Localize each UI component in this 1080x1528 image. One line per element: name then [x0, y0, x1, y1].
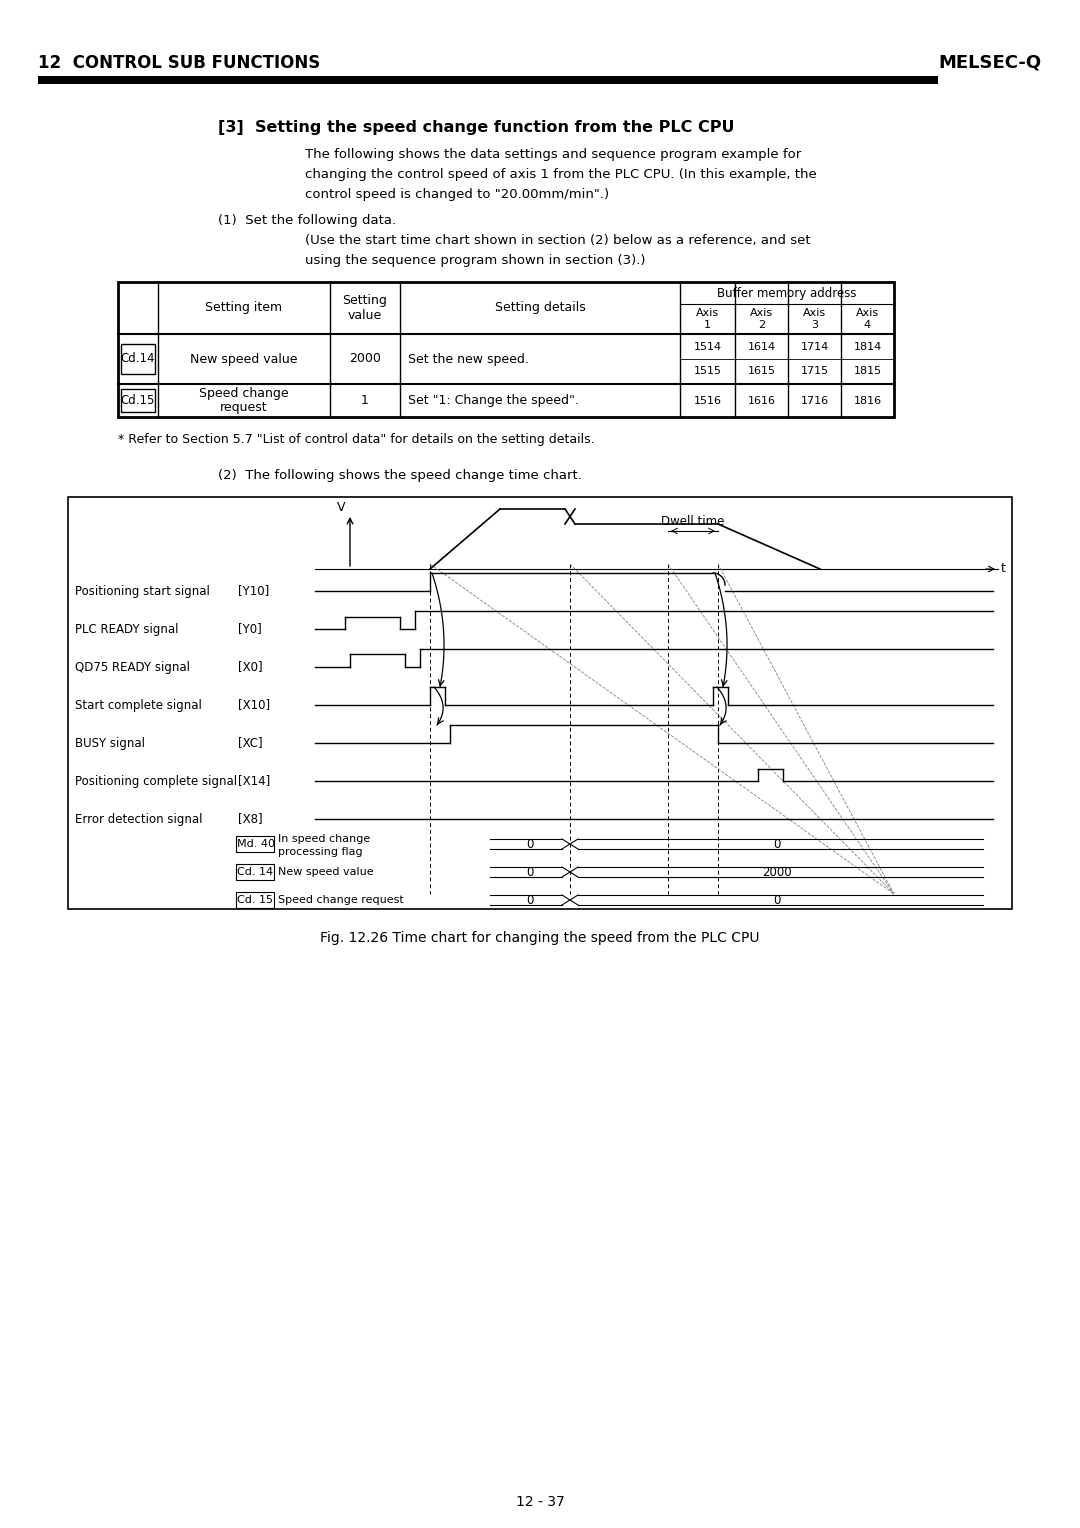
Text: Axis
1: Axis 1 — [696, 309, 719, 330]
Text: Axis
3: Axis 3 — [802, 309, 826, 330]
Text: 0: 0 — [526, 894, 534, 906]
Text: (Use the start time chart shown in section (2) below as a reference, and set: (Use the start time chart shown in secti… — [305, 234, 811, 248]
Text: 1715: 1715 — [800, 367, 828, 376]
Text: 1814: 1814 — [853, 341, 881, 351]
Bar — [38, 76, 939, 84]
Text: 2000: 2000 — [349, 353, 381, 365]
Text: New speed value: New speed value — [190, 353, 298, 365]
Text: Speed change
request: Speed change request — [199, 387, 288, 414]
Text: Dwell time: Dwell time — [661, 515, 725, 529]
Text: [XC]: [XC] — [238, 736, 262, 750]
Text: 1716: 1716 — [800, 396, 828, 405]
Text: [Y10]: [Y10] — [238, 585, 269, 597]
Text: The following shows the data settings and sequence program example for: The following shows the data settings an… — [305, 148, 801, 160]
Text: Cd.14: Cd.14 — [121, 353, 156, 365]
Text: 1614: 1614 — [747, 341, 775, 351]
Text: Positioning start signal: Positioning start signal — [75, 585, 210, 597]
Bar — [237, 892, 274, 908]
Text: Md. 40: Md. 40 — [237, 839, 275, 850]
Text: using the sequence program shown in section (3).): using the sequence program shown in sect… — [305, 254, 646, 267]
Text: 1: 1 — [361, 394, 369, 406]
Text: 1514: 1514 — [693, 341, 721, 351]
Text: V: V — [337, 501, 345, 513]
Text: PLC READY signal: PLC READY signal — [75, 622, 178, 636]
Text: changing the control speed of axis 1 from the PLC CPU. (In this example, the: changing the control speed of axis 1 fro… — [305, 168, 816, 180]
Text: 0: 0 — [773, 894, 780, 906]
Text: control speed is changed to "20.00mm/min".): control speed is changed to "20.00mm/min… — [305, 188, 609, 202]
Text: Fig. 12.26 Time chart for changing the speed from the PLC CPU: Fig. 12.26 Time chart for changing the s… — [321, 931, 759, 944]
Text: Set "1: Change the speed".: Set "1: Change the speed". — [408, 394, 579, 406]
Text: Cd. 15: Cd. 15 — [237, 895, 273, 905]
Text: Buffer memory address: Buffer memory address — [717, 287, 856, 299]
Text: BUSY signal: BUSY signal — [75, 736, 145, 750]
Text: 1616: 1616 — [747, 396, 775, 405]
Text: (1)  Set the following data.: (1) Set the following data. — [218, 214, 396, 228]
Text: Setting
value: Setting value — [342, 293, 388, 322]
Text: Error detection signal: Error detection signal — [75, 813, 203, 825]
Text: 0: 0 — [773, 837, 780, 851]
Text: Setting item: Setting item — [205, 301, 283, 315]
Bar — [118, 283, 894, 417]
Text: [3]  Setting the speed change function from the PLC CPU: [3] Setting the speed change function fr… — [218, 121, 734, 134]
Bar — [121, 344, 156, 374]
Text: [X0]: [X0] — [238, 660, 262, 674]
Text: New speed value: New speed value — [278, 866, 374, 877]
Bar — [68, 497, 1012, 909]
Text: In speed change: In speed change — [278, 834, 370, 843]
Text: 1615: 1615 — [747, 367, 775, 376]
Text: QD75 READY signal: QD75 READY signal — [75, 660, 190, 674]
Text: (2)  The following shows the speed change time chart.: (2) The following shows the speed change… — [218, 469, 582, 481]
Text: 1816: 1816 — [853, 396, 881, 405]
Text: t: t — [1001, 562, 1005, 576]
Text: Speed change request: Speed change request — [278, 895, 404, 905]
Text: processing flag: processing flag — [278, 847, 363, 857]
Text: * Refer to Section 5.7 "List of control data" for details on the setting details: * Refer to Section 5.7 "List of control … — [118, 432, 595, 446]
Text: [X8]: [X8] — [238, 813, 262, 825]
Text: Setting details: Setting details — [495, 301, 585, 315]
Text: Axis
4: Axis 4 — [856, 309, 879, 330]
Text: [X10]: [X10] — [238, 698, 270, 712]
Text: 0: 0 — [526, 837, 534, 851]
Text: 12  CONTROL SUB FUNCTIONS: 12 CONTROL SUB FUNCTIONS — [38, 53, 321, 72]
Text: Positioning complete signal: Positioning complete signal — [75, 775, 238, 787]
Text: MELSEC-Q: MELSEC-Q — [939, 53, 1042, 72]
Text: Axis
2: Axis 2 — [750, 309, 773, 330]
Text: Set the new speed.: Set the new speed. — [408, 353, 529, 365]
Text: Start complete signal: Start complete signal — [75, 698, 202, 712]
Text: 1515: 1515 — [693, 367, 721, 376]
Text: Cd.15: Cd.15 — [121, 394, 156, 406]
Bar — [121, 390, 156, 413]
Bar — [237, 836, 274, 853]
Text: 1714: 1714 — [800, 341, 828, 351]
Text: Cd. 14: Cd. 14 — [237, 866, 273, 877]
Bar — [237, 863, 274, 880]
Text: [X14]: [X14] — [238, 775, 270, 787]
Text: 1516: 1516 — [693, 396, 721, 405]
Text: [Y0]: [Y0] — [238, 622, 261, 636]
Text: 2000: 2000 — [761, 865, 792, 879]
Text: 12 - 37: 12 - 37 — [515, 1494, 565, 1510]
Text: 1815: 1815 — [853, 367, 881, 376]
Text: 0: 0 — [526, 865, 534, 879]
